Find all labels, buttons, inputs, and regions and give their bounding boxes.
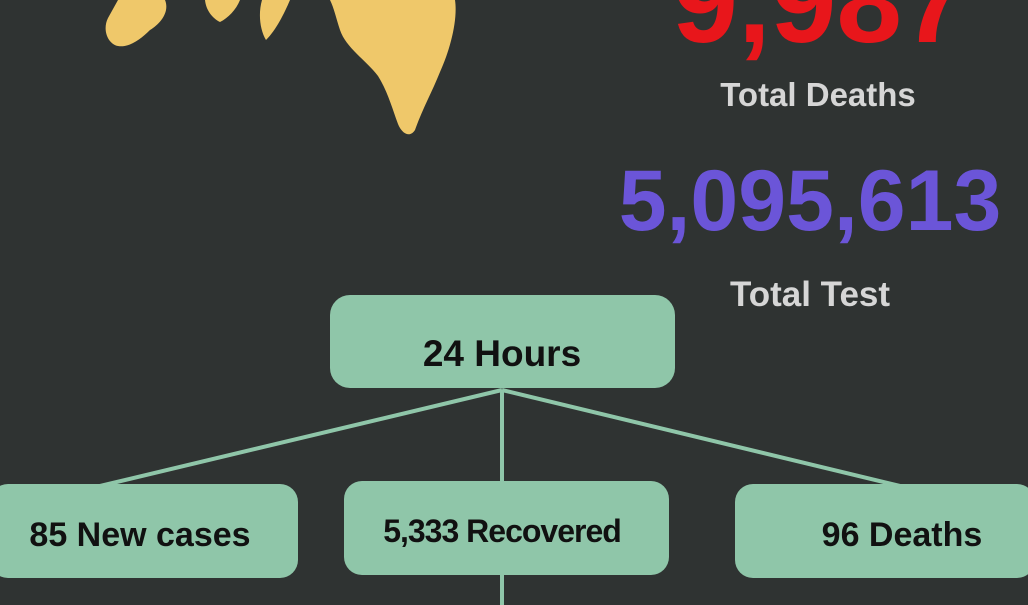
child-label: 5,333 Recovered	[383, 513, 621, 549]
connector	[501, 388, 901, 488]
child-node	[735, 484, 1028, 578]
child-node	[0, 484, 298, 578]
deaths-total: 9,987	[672, 0, 967, 68]
tests-label: Total Test	[730, 275, 890, 314]
deaths-label: Total Deaths	[720, 76, 916, 113]
connectors	[99, 388, 901, 605]
tests-total: 5,095,613	[619, 153, 1002, 249]
child-label: 96 Deaths	[822, 516, 983, 554]
child-node	[344, 481, 669, 575]
map-shape	[105, 0, 456, 135]
connector	[99, 388, 503, 488]
root-node	[330, 295, 675, 388]
child-label: 85 New cases	[29, 516, 250, 554]
root-label: 24 Hours	[423, 333, 581, 374]
